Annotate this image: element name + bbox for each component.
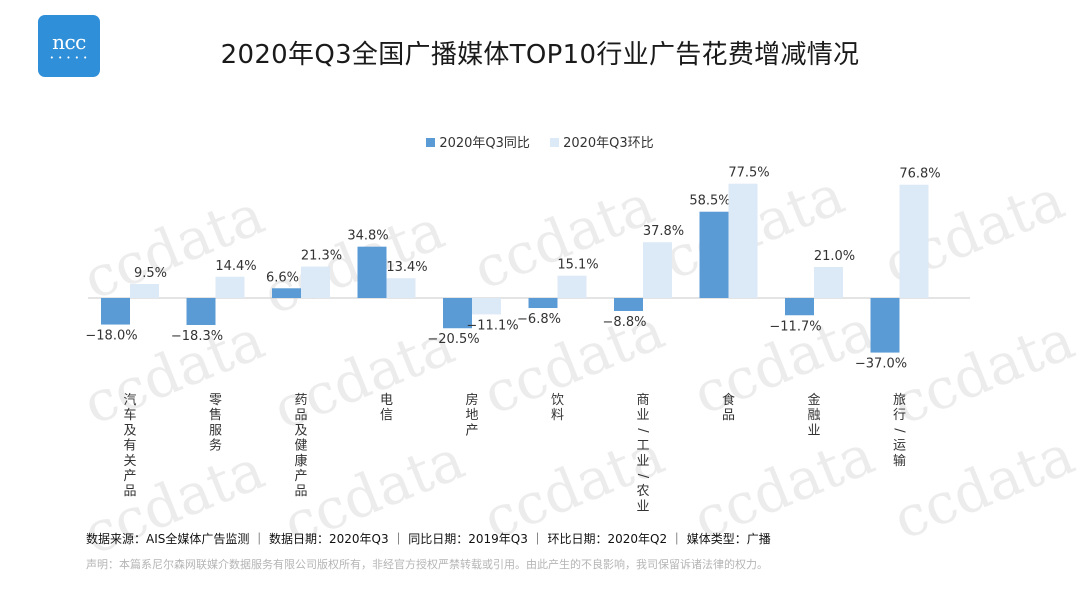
data-label-yoy: −18.3%	[171, 329, 223, 344]
bar-qoq	[899, 184, 929, 298]
category-label-char: 汽	[123, 393, 136, 408]
category-label-char: 业	[636, 408, 649, 423]
category-label-char: 饮	[551, 393, 564, 408]
data-label-qoq: 14.4%	[215, 259, 256, 274]
bar-yoy	[357, 246, 387, 298]
category-label-char: 健	[294, 439, 307, 454]
legend-swatch-yoy	[426, 138, 436, 147]
category-label-char: 品	[294, 408, 307, 423]
bar-yoy	[699, 211, 729, 298]
copyright-notice: 声明：本篇系尼尔森网联媒介数据服务有限公司版权所有，非经官方授权严禁转载或引用。…	[86, 558, 768, 571]
category-label-char: 康	[294, 453, 307, 469]
legend-item-qoq: 2020年Q3环比	[550, 132, 654, 151]
category-label-char: 品	[722, 408, 735, 423]
legend-item-yoy: 2020年Q3同比	[426, 132, 530, 151]
category-label-char: 有	[123, 439, 136, 454]
legend-label-yoy: 2020年Q3同比	[439, 136, 530, 151]
category-label-char: 零	[209, 393, 222, 408]
bar-yoy	[785, 298, 814, 316]
category-label-char: 业	[636, 454, 649, 469]
data-label-qoq: 37.8%	[643, 224, 684, 239]
category-label-char: /	[635, 474, 650, 479]
data-label-qoq: 13.4%	[386, 260, 427, 275]
category-label-char: 车	[123, 407, 136, 423]
chart-title: 2020年Q3全国广播媒体TOP10行业广告花费增减情况	[220, 40, 860, 70]
bar-yoy	[614, 298, 643, 311]
data-label-yoy: −6.8%	[517, 312, 561, 327]
category-label-char: 金	[807, 392, 820, 408]
data-label-qoq: −11.1%	[466, 318, 518, 333]
data-label-qoq: 21.0%	[814, 249, 855, 264]
logo-text: ncc	[52, 30, 86, 54]
legend-swatch-qoq	[550, 138, 560, 147]
category-label-char: 产	[123, 469, 136, 484]
category-label-char: 品	[294, 484, 307, 499]
data-label-qoq: 77.5%	[728, 166, 769, 181]
data-label-yoy: −11.7%	[769, 319, 821, 334]
category-label-char: 融	[807, 408, 820, 423]
chart-legend: 2020年Q3同比 2020年Q3环比	[0, 132, 1080, 151]
data-label-yoy: −18.0%	[85, 329, 137, 344]
category-label-char: 输	[893, 453, 906, 469]
category-label-char: 关	[123, 454, 136, 469]
category-label-char: 电	[380, 393, 393, 408]
bar-qoq	[557, 275, 587, 298]
bar-yoy	[186, 298, 216, 325]
bar-qoq	[130, 283, 159, 298]
data-label-qoq: 9.5%	[134, 266, 167, 281]
category-label-char: 及	[294, 423, 307, 438]
category-label-char: 工	[636, 439, 649, 454]
category-label-char: 产	[294, 469, 307, 484]
category-label-char: 服	[209, 423, 222, 438]
category-label-char: 产	[465, 423, 478, 438]
data-label-qoq: 76.8%	[899, 167, 940, 182]
logo-dots: • • • • •	[49, 54, 89, 62]
legend-label-qoq: 2020年Q3环比	[563, 136, 654, 151]
data-label-yoy: 34.8%	[347, 229, 388, 244]
category-label-char: 售	[209, 407, 222, 423]
category-label-char: 业	[807, 423, 820, 438]
data-label-yoy: 6.6%	[266, 270, 299, 285]
bar-qoq	[643, 242, 672, 298]
data-label-qoq: 21.3%	[301, 249, 342, 264]
category-label-char: 地	[465, 408, 478, 423]
category-label-char: /	[892, 428, 907, 433]
data-label-yoy: 58.5%	[689, 194, 730, 209]
bar-yoy	[870, 298, 900, 353]
category-label-char: 料	[551, 408, 564, 423]
data-label-yoy: −8.8%	[603, 315, 647, 330]
category-label-char: /	[635, 428, 650, 433]
data-label-qoq: 15.1%	[557, 258, 598, 273]
bar-qoq	[301, 266, 330, 298]
category-label-char: 农	[636, 484, 649, 499]
category-label-char: 药	[294, 393, 307, 408]
category-label-char: 运	[893, 439, 906, 454]
bar-qoq	[814, 267, 843, 298]
category-label-char: 务	[209, 438, 222, 454]
bar-yoy	[101, 298, 130, 325]
bar-qoq	[472, 298, 501, 315]
bar-qoq	[728, 183, 758, 298]
bar-yoy	[528, 298, 558, 309]
category-label-char: 食	[722, 392, 735, 408]
category-label-char: 行	[893, 408, 906, 423]
category-label-char: 旅	[893, 393, 906, 408]
bar-qoq	[215, 276, 245, 298]
data-label-yoy: −37.0%	[855, 357, 907, 372]
bar-yoy	[272, 288, 301, 298]
data-source-footer: 数据来源：AIS全媒体广告监测 ｜ 数据日期：2020年Q3 ｜ 同比日期：20…	[86, 532, 771, 546]
data-label-yoy: −20.5%	[427, 332, 479, 347]
category-label-char: 及	[123, 423, 136, 438]
category-label-char: 商	[636, 393, 649, 408]
bar-yoy	[443, 298, 472, 329]
category-label-char: 业	[636, 499, 649, 514]
bar-qoq	[386, 278, 416, 298]
category-label-char: 品	[123, 484, 136, 499]
ncc-logo: ncc • • • • •	[38, 15, 100, 77]
category-label-char: 房	[465, 392, 478, 408]
category-label-char: 信	[380, 408, 393, 423]
